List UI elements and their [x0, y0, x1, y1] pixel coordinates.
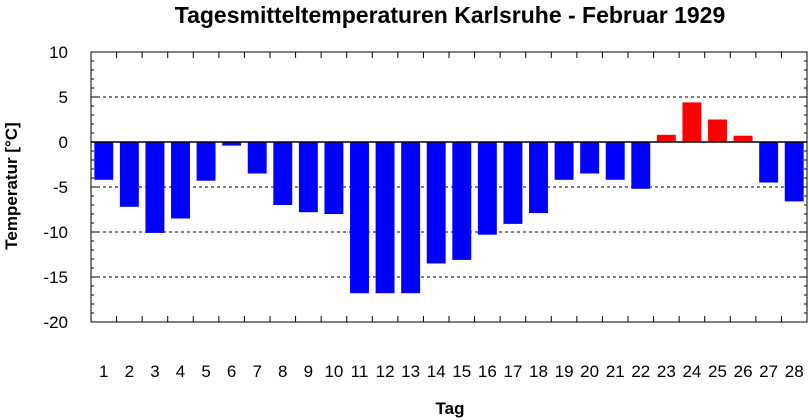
x-tick-label: 9 [304, 362, 313, 381]
y-tick-label: 5 [59, 88, 68, 107]
x-tick-label: 18 [529, 362, 548, 381]
bar-day-25 [708, 119, 727, 142]
x-tick-label: 16 [478, 362, 497, 381]
x-tick-label: 28 [785, 362, 804, 381]
x-axis-label: Tag [436, 399, 465, 418]
y-tick-labels: 10 5 0 -5 -10 -15 -20 [43, 43, 68, 332]
x-tick-label: 22 [631, 362, 650, 381]
bar-day-18 [529, 142, 548, 214]
bar-day-2 [119, 142, 139, 207]
x-tick-label: 21 [606, 362, 625, 381]
x-tick-label: 14 [427, 362, 446, 381]
bar-day-21 [605, 142, 625, 180]
x-tick-label: 7 [252, 362, 261, 381]
bar-day-3 [145, 142, 165, 233]
bar-day-1 [94, 142, 114, 180]
y-tick-label: 0 [59, 133, 68, 152]
bar-day-4 [171, 142, 190, 219]
bar-day-7 [247, 142, 267, 174]
x-tick-label: 19 [555, 362, 574, 381]
x-tick-label: 3 [150, 362, 159, 381]
y-axis-label: Temperatur [°C] [2, 122, 21, 249]
x-tick-labels: 1 2 3 4 5 6 7 8 9 10 11 12 13 14 15 16 17 18 19 20 21 22 23 24 2… [99, 362, 804, 381]
bar-day-17 [503, 142, 523, 224]
bar-day-20 [580, 142, 600, 174]
bar-day-13 [401, 142, 421, 294]
bars [94, 102, 804, 294]
bar-day-28 [784, 142, 804, 202]
bar-day-15 [452, 142, 472, 260]
y-tick-label: -20 [43, 313, 68, 332]
x-tick-label: 27 [759, 362, 778, 381]
x-tick-label: 8 [278, 362, 287, 381]
x-tick-label: 1 [99, 362, 108, 381]
x-tick-label: 15 [452, 362, 471, 381]
bar-day-24 [682, 102, 702, 142]
bar-day-27 [759, 142, 779, 183]
bar-day-6 [222, 142, 242, 146]
bar-day-11 [350, 142, 369, 294]
bar-day-14 [426, 142, 446, 264]
x-tick-label: 10 [324, 362, 343, 381]
x-tick-label: 26 [734, 362, 753, 381]
x-tick-label: 5 [201, 362, 210, 381]
bar-day-19 [554, 142, 574, 180]
bar-day-9 [298, 142, 318, 213]
x-tick-label: 17 [503, 362, 522, 381]
bar-day-12 [375, 142, 395, 294]
y-tick-label: -15 [43, 268, 68, 287]
bar-day-8 [273, 142, 293, 205]
y-tick-label: 10 [49, 43, 68, 62]
y-tick-label: -5 [53, 178, 68, 197]
x-tick-label: 25 [708, 362, 727, 381]
x-tick-label: 20 [580, 362, 599, 381]
axes [90, 51, 808, 323]
x-tick-label: 12 [376, 362, 395, 381]
bar-day-10 [324, 142, 344, 214]
x-tick-label: 13 [401, 362, 420, 381]
x-tick-label: 24 [682, 362, 701, 381]
x-tick-label: 23 [657, 362, 676, 381]
bar-day-23 [656, 134, 676, 142]
bar-day-5 [196, 142, 216, 181]
y-tick-label: -10 [43, 223, 68, 242]
x-tick-label: 4 [176, 362, 185, 381]
bar-day-22 [631, 142, 651, 189]
x-tick-label: 11 [351, 362, 369, 381]
bar-day-26 [733, 135, 753, 142]
chart-title: Tagesmitteltemperaturen Karlsruhe - Febr… [175, 2, 725, 28]
x-tick-label: 6 [227, 362, 236, 381]
x-tick-label: 2 [125, 362, 134, 381]
bar-day-16 [477, 142, 497, 235]
